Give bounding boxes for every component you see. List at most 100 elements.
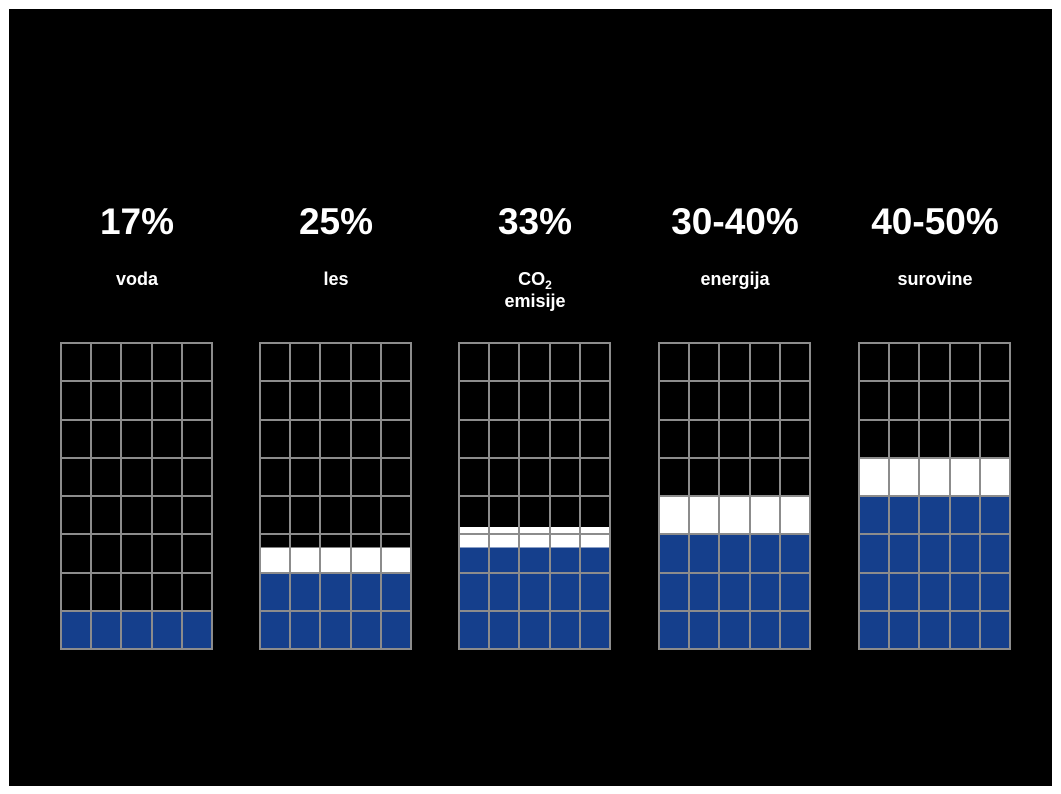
waffle-cell [659, 343, 690, 382]
waffle-cell [889, 610, 920, 649]
waffle-cell [489, 343, 520, 382]
waffle-cell [489, 534, 520, 573]
waffle-cell [151, 496, 182, 535]
waffle-cell [121, 343, 152, 382]
waffle-cell [919, 381, 950, 420]
waffle-cell [290, 610, 321, 649]
waffle-cell [489, 457, 520, 496]
waffle-cell [689, 534, 720, 573]
waffle-cell [859, 381, 890, 420]
waffle-cell [519, 572, 550, 611]
waffle-cell [949, 343, 980, 382]
waffle-cell [579, 457, 610, 496]
waffle-cell [151, 610, 182, 649]
waffle-cell [719, 534, 750, 573]
category-label: surovine [835, 268, 1035, 290]
waffle-column: 17% voda [37, 9, 237, 786]
waffle-cell [320, 381, 351, 420]
waffle-cell [260, 572, 291, 611]
waffle-cell [61, 419, 92, 458]
waffle-cell [549, 457, 580, 496]
waffle-column: 33% CO2 emisije [435, 9, 635, 786]
waffle-cell [459, 572, 490, 611]
waffle-cell [979, 610, 1010, 649]
waffle-cell [979, 381, 1010, 420]
waffle-cell [320, 572, 351, 611]
waffle-cell [579, 496, 610, 535]
waffle-cell [919, 496, 950, 535]
waffle-cell [380, 343, 411, 382]
waffle-cell [779, 457, 810, 496]
waffle-cell [859, 419, 890, 458]
waffle-cell [260, 419, 291, 458]
waffle-cell [380, 381, 411, 420]
waffle-cell [719, 457, 750, 496]
waffle-cell [919, 457, 950, 496]
waffle-cell [659, 419, 690, 458]
waffle-cell [181, 343, 212, 382]
waffle-cell [61, 457, 92, 496]
waffle-cell [949, 419, 980, 458]
waffle-cell [719, 343, 750, 382]
waffle-cell [350, 419, 381, 458]
waffle-cell [350, 496, 381, 535]
waffle-cell [749, 343, 780, 382]
waffle-cell [350, 610, 381, 649]
waffle-cell [121, 496, 152, 535]
waffle-cell [91, 496, 122, 535]
waffle-cell [489, 610, 520, 649]
waffle-cell [859, 496, 890, 535]
waffle-cell [121, 610, 152, 649]
value-label: 17% [99, 201, 175, 242]
waffle-cell [919, 610, 950, 649]
value-label: 40-50% [871, 201, 999, 242]
waffle-cell [979, 343, 1010, 382]
waffle-cell [61, 610, 92, 649]
waffle-cell [320, 343, 351, 382]
waffle-grid [458, 342, 611, 650]
waffle-cell [380, 419, 411, 458]
waffle-cell [350, 343, 381, 382]
waffle-cell [350, 534, 381, 573]
waffle-cell [290, 496, 321, 535]
waffle-grid [858, 342, 1011, 650]
waffle-cell [181, 419, 212, 458]
waffle-cell [579, 419, 610, 458]
waffle-cell [579, 381, 610, 420]
waffle-cell [91, 381, 122, 420]
value-label: 33% [497, 201, 573, 242]
waffle-cell [459, 419, 490, 458]
waffle-cell [659, 457, 690, 496]
waffle-cell [61, 343, 92, 382]
waffle-cell [320, 457, 351, 496]
waffle-cell [659, 534, 690, 573]
waffle-cell [779, 534, 810, 573]
waffle-cell [689, 610, 720, 649]
waffle-cell [689, 419, 720, 458]
waffle-cell [151, 419, 182, 458]
waffle-cell [859, 610, 890, 649]
waffle-cell [889, 381, 920, 420]
waffle-cell [91, 534, 122, 573]
waffle-cell [779, 572, 810, 611]
waffle-cell [549, 381, 580, 420]
waffle-cell [659, 496, 690, 535]
waffle-cell [459, 457, 490, 496]
category-label-text: CO [518, 269, 546, 289]
category-label-subscript: 2 [545, 278, 552, 292]
waffle-cell [181, 572, 212, 611]
waffle-cell [260, 457, 291, 496]
waffle-cell [459, 496, 490, 535]
waffle-cell [121, 457, 152, 496]
value-label: 30-40% [671, 201, 799, 242]
waffle-cell [779, 343, 810, 382]
waffle-cell [91, 610, 122, 649]
waffle-cell [151, 381, 182, 420]
waffle-cell [689, 343, 720, 382]
waffle-cell [659, 610, 690, 649]
category-label: voda [37, 268, 237, 290]
waffle-cell [61, 572, 92, 611]
waffle-cell [151, 572, 182, 611]
waffle-grid [658, 342, 811, 650]
waffle-cell [859, 534, 890, 573]
